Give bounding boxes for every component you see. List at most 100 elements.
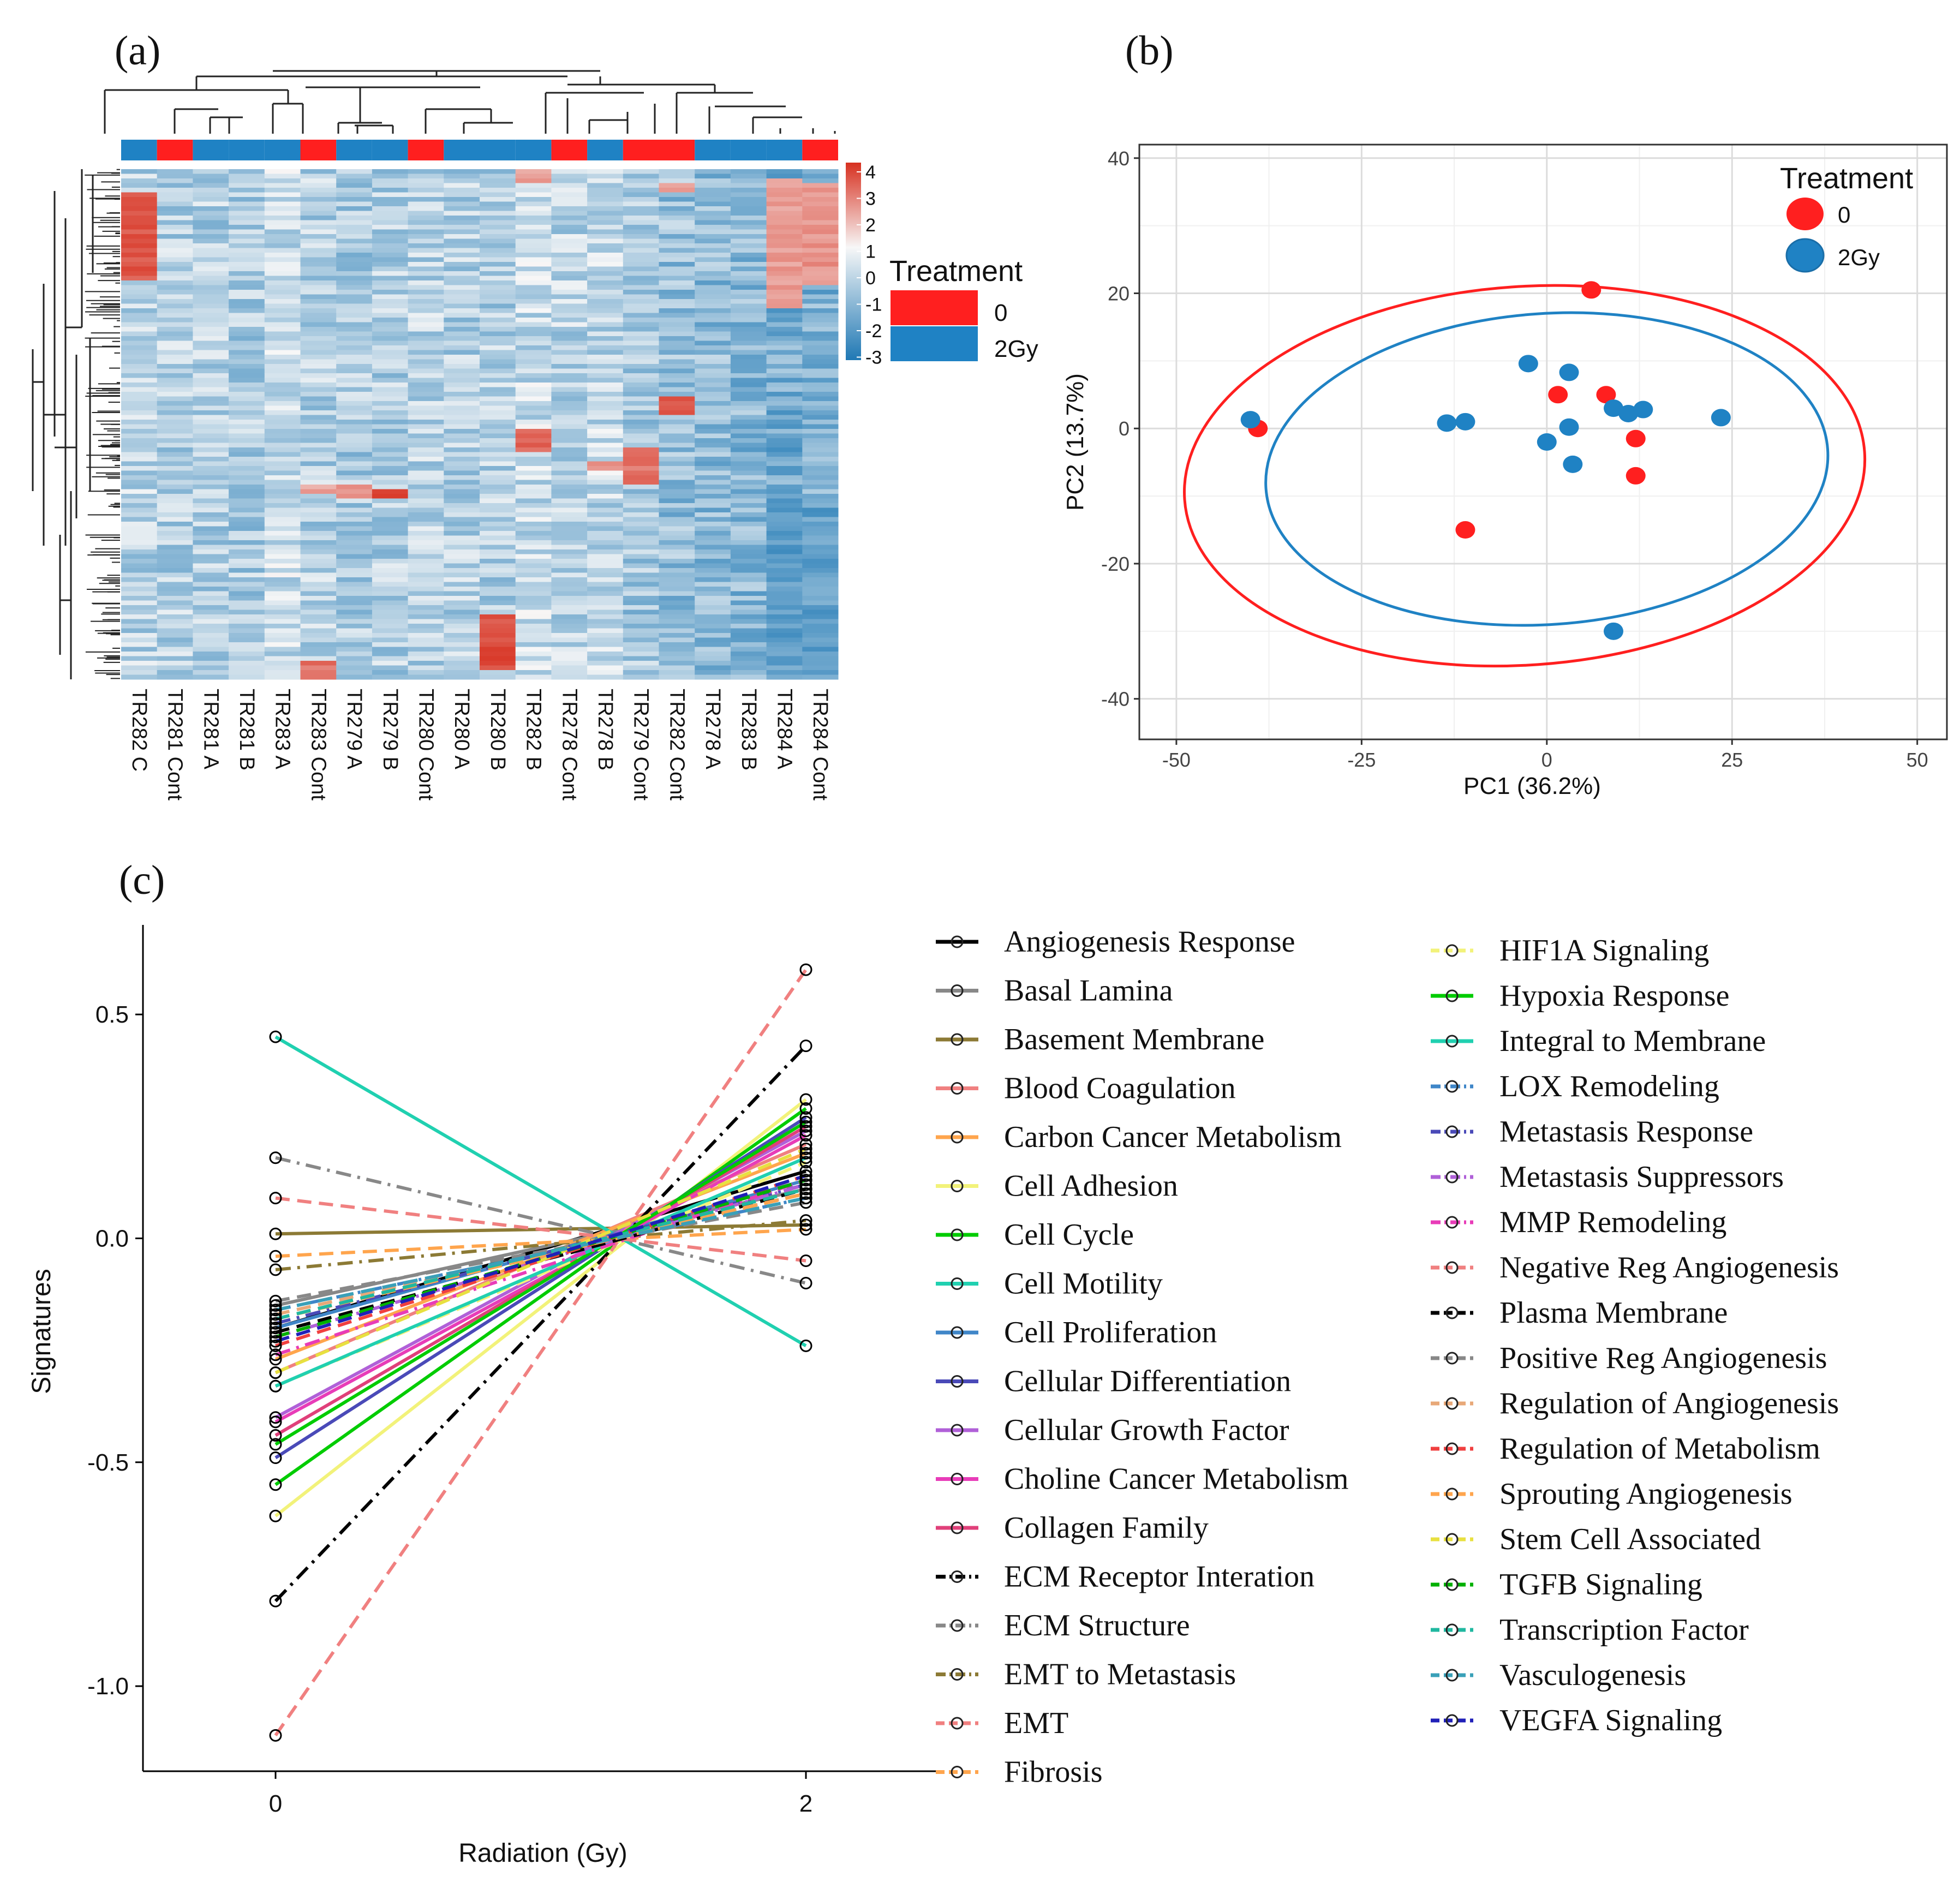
heatmap-cell xyxy=(587,410,624,415)
heatmap-cell xyxy=(372,364,409,369)
heatmap-cell xyxy=(695,637,731,643)
heatmap-cell xyxy=(300,340,337,346)
heatmap-cell xyxy=(444,183,480,188)
heatmap-cell xyxy=(157,494,193,499)
heatmap-cell xyxy=(587,670,624,675)
heatmap-cell xyxy=(336,290,373,295)
heatmap-cell xyxy=(623,461,659,467)
heatmap-cell xyxy=(372,243,409,248)
heatmap-cell xyxy=(193,169,229,174)
heatmap-cell xyxy=(802,373,839,378)
heatmap-cell xyxy=(659,568,695,573)
heatmap-cell xyxy=(229,336,265,341)
heatmap-cell xyxy=(802,345,839,350)
data-point xyxy=(1455,521,1475,539)
heatmap-cell xyxy=(264,531,301,536)
heatmap-cell xyxy=(372,545,409,550)
heatmap-cell xyxy=(121,485,158,489)
heatmap-cell xyxy=(336,271,373,276)
heatmap-cell xyxy=(264,470,301,476)
heatmap-cell xyxy=(802,489,839,494)
heatmap-cell xyxy=(229,355,265,360)
heatmap-cell xyxy=(659,378,695,383)
heatmap-cell xyxy=(587,234,624,239)
heatmap-cell xyxy=(659,563,695,569)
heatmap-cell xyxy=(802,665,839,671)
heatmap-cell xyxy=(587,294,624,300)
heatmap-cell xyxy=(372,303,409,309)
heatmap-cell xyxy=(695,183,731,188)
heatmap-cell xyxy=(157,652,193,656)
data-point xyxy=(799,1254,812,1267)
heatmap-cell xyxy=(802,336,839,341)
heatmap-cell xyxy=(515,331,552,337)
heatmap-cell xyxy=(121,522,158,527)
heatmap-cell xyxy=(157,216,193,220)
heatmap-cell xyxy=(766,313,803,318)
data-point xyxy=(269,1379,282,1393)
heatmap-cell xyxy=(336,433,373,439)
heatmap-cell xyxy=(623,526,659,531)
heatmap-cell xyxy=(121,674,158,680)
heatmap-cell xyxy=(766,253,803,258)
heatmap-cell xyxy=(229,674,265,680)
heatmap-cell xyxy=(444,178,480,183)
heatmap-cell xyxy=(229,447,265,452)
heatmap-cell xyxy=(659,234,695,239)
heatmap-cell xyxy=(336,229,373,235)
heatmap-cell xyxy=(408,308,444,313)
heatmap-cell xyxy=(336,313,373,318)
heatmap-cell xyxy=(587,331,624,337)
heatmap-cell xyxy=(730,661,767,666)
heatmap-cell xyxy=(587,280,624,285)
heatmap-cell xyxy=(444,656,480,661)
data-point xyxy=(269,1438,282,1451)
heatmap-cell xyxy=(659,665,695,671)
heatmap-cell xyxy=(300,405,337,411)
column-label: TR280 Cont xyxy=(414,689,437,800)
heatmap-cell xyxy=(372,211,409,216)
heatmap-cell xyxy=(515,308,552,313)
heatmap-cell xyxy=(264,652,301,656)
heatmap-cell xyxy=(408,188,444,193)
legend-entry: TGFB Signaling xyxy=(1499,1568,1702,1602)
heatmap-cell xyxy=(802,405,839,411)
data-point xyxy=(269,1299,282,1312)
heatmap-cell xyxy=(193,401,229,406)
heatmap-cell xyxy=(193,405,229,411)
heatmap-cell xyxy=(623,652,659,656)
heatmap-cell xyxy=(802,535,839,541)
heatmap-cell xyxy=(264,169,301,174)
heatmap-cell xyxy=(336,466,373,471)
heatmap-cell xyxy=(802,188,839,193)
series-line xyxy=(274,1120,807,1446)
heatmap-cell xyxy=(157,299,193,304)
heatmap-cell xyxy=(193,257,229,262)
heatmap-cell xyxy=(157,587,193,592)
heatmap-cell xyxy=(551,582,588,587)
heatmap-cell xyxy=(551,294,588,300)
heatmap-cell xyxy=(264,355,301,360)
heatmap-cell xyxy=(695,494,731,499)
heatmap-cell xyxy=(659,383,695,387)
heatmap-cell xyxy=(730,308,767,313)
heatmap-cell xyxy=(515,531,552,536)
heatmap-cell xyxy=(336,303,373,309)
series-line xyxy=(275,1228,806,1258)
heatmap-cell xyxy=(659,257,695,262)
heatmap-cell xyxy=(193,350,229,355)
data-point xyxy=(1563,455,1583,473)
heatmap-cell xyxy=(659,512,695,517)
heatmap-cell xyxy=(372,280,409,285)
color-scale-label: 0 xyxy=(865,268,876,289)
heatmap-cell xyxy=(264,327,301,332)
heatmap-cell xyxy=(300,619,337,624)
heatmap-cell xyxy=(659,466,695,471)
heatmap-cell xyxy=(551,178,588,183)
heatmap-cell xyxy=(480,243,516,248)
heatmap-cell xyxy=(264,396,301,402)
heatmap-cell xyxy=(444,461,480,467)
heatmap-cell xyxy=(157,322,193,327)
heatmap-cell xyxy=(551,271,588,276)
